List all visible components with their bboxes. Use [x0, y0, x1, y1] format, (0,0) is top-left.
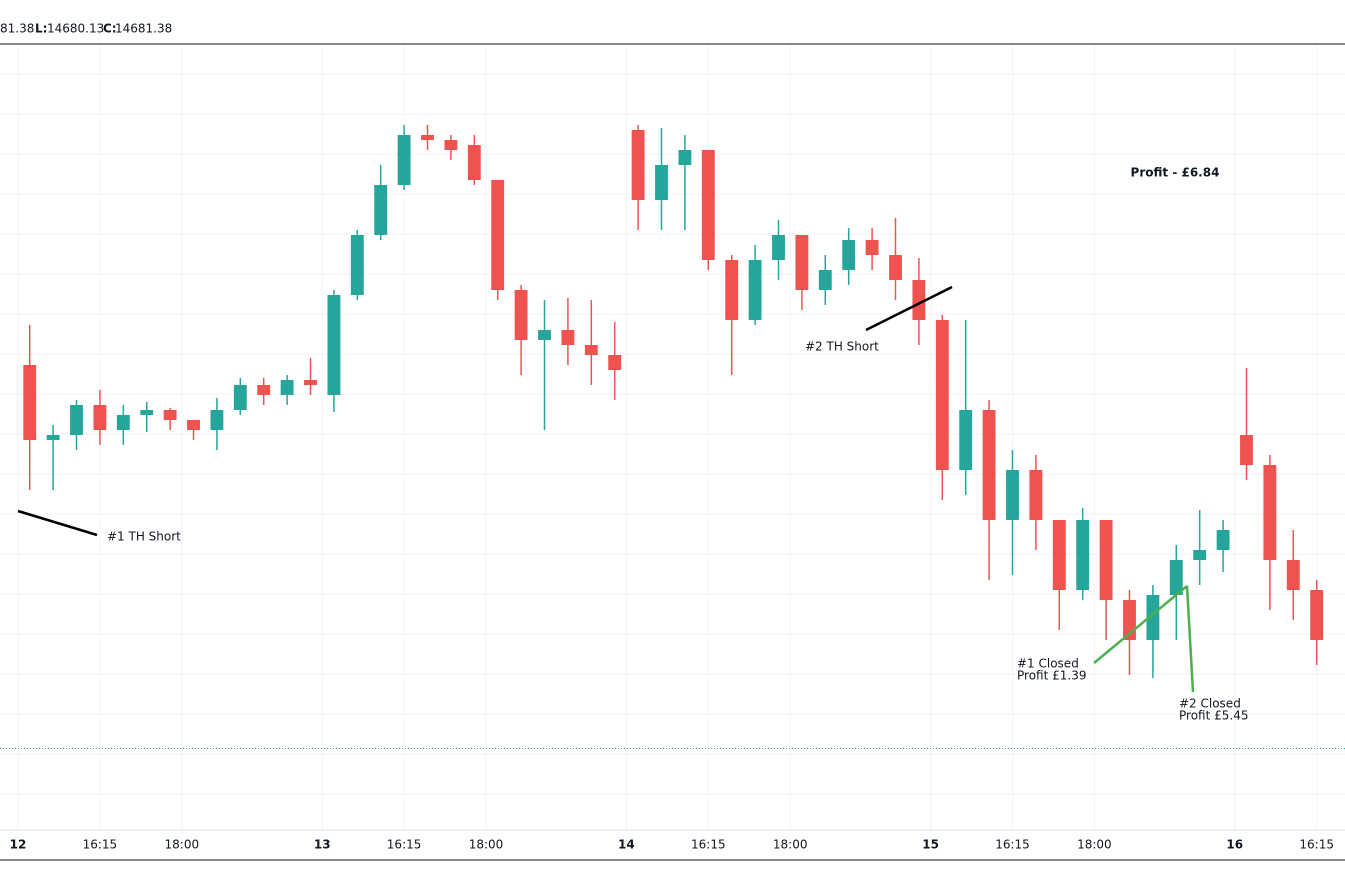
candle-body — [748, 260, 762, 320]
candle-body — [889, 255, 902, 280]
trend-line — [865, 285, 953, 332]
x-tick-label: 18:00 — [773, 838, 808, 852]
candle-body — [865, 240, 879, 255]
x-tick-label: 18:00 — [1077, 838, 1112, 852]
candle-body — [842, 240, 856, 270]
x-tick-label: 16 — [1226, 838, 1243, 852]
candle-body — [935, 320, 949, 470]
candle-body — [444, 140, 458, 150]
candle-body — [304, 380, 317, 385]
candle-body — [608, 355, 622, 370]
candle-body — [280, 380, 294, 395]
candle-body — [1006, 470, 1019, 520]
candles — [0, 125, 1345, 749]
annotation: #1 TH Short — [107, 530, 181, 544]
header-label: C: — [103, 22, 117, 36]
x-tick-label: 16:15 — [691, 838, 726, 852]
trend-line — [1185, 585, 1195, 693]
candle-body — [1146, 595, 1160, 640]
candle-body — [140, 410, 154, 415]
trend-line — [1093, 585, 1188, 664]
header-value: 14680.13 — [47, 22, 104, 36]
x-tick-label: 18:00 — [165, 838, 200, 852]
candle-body — [70, 405, 83, 435]
header-label: L: — [35, 22, 47, 36]
candle-body — [1240, 435, 1253, 465]
candle-body — [397, 135, 411, 185]
annotation: #2 TH Short — [805, 340, 879, 354]
candle-body — [350, 235, 364, 295]
candle-body — [678, 150, 692, 165]
x-tick-label: 16:15 — [387, 838, 422, 852]
x-tick-label: 12 — [10, 838, 27, 852]
candle-body — [631, 130, 645, 200]
header-value: 81.38 — [0, 22, 34, 36]
candle-body — [163, 410, 177, 420]
candle-body — [257, 385, 271, 395]
candle-body — [327, 295, 341, 395]
candle-body — [959, 410, 973, 470]
candle-body — [1216, 530, 1230, 550]
x-tick-label: 14 — [618, 838, 635, 852]
x-tick-label: 16:15 — [83, 838, 118, 852]
annotation: #1 Closed — [1017, 657, 1079, 671]
x-tick-label: 18:00 — [469, 838, 504, 852]
candle-body — [210, 410, 224, 430]
candle-body — [584, 345, 598, 355]
candle-body — [1193, 550, 1207, 560]
header-value: 14681.38 — [115, 22, 172, 36]
candle-body — [1099, 520, 1113, 600]
grid — [0, 44, 1345, 830]
candle-body — [982, 410, 996, 520]
candle-body — [725, 260, 739, 320]
x-tick-label: 16:15 — [1299, 838, 1334, 852]
labels: 12 16:15 18:00 13 16:15 18:00 14 16:15 18:00 15 16… — [0, 22, 1334, 852]
candle-body — [491, 180, 505, 290]
candle-body — [46, 435, 60, 440]
candle-body — [1310, 590, 1324, 640]
candle-body — [701, 150, 715, 260]
candle-body — [514, 290, 528, 340]
candle-body — [1052, 520, 1066, 590]
candle-body — [374, 185, 388, 235]
candle-body — [467, 145, 481, 180]
x-tick-label: 16:15 — [995, 838, 1030, 852]
candle-body — [912, 280, 926, 320]
x-tick-label: 15 — [922, 838, 939, 852]
candle-body — [23, 365, 37, 440]
trend-line — [17, 509, 98, 537]
candle-body — [93, 405, 107, 430]
candle-body — [818, 270, 832, 290]
candle-body — [561, 330, 575, 345]
candle-body — [116, 415, 130, 430]
candle-body — [655, 165, 668, 200]
candle-body — [1263, 465, 1277, 560]
annotation: Profit - £6.84 — [1131, 166, 1220, 180]
annotation: Profit £1.39 — [1017, 669, 1086, 683]
candle-body — [538, 330, 551, 340]
candle-body — [1286, 560, 1300, 590]
candle-body — [1076, 520, 1090, 590]
candle-body — [772, 235, 785, 260]
candle-body — [233, 385, 247, 410]
candle-body — [1029, 470, 1043, 520]
candle-body — [1169, 560, 1183, 595]
x-tick-label: 13 — [314, 838, 331, 852]
candle-body — [421, 135, 434, 140]
candle-body — [187, 420, 200, 430]
annotation: Profit £5.45 — [1179, 709, 1248, 723]
annotation: #2 Closed — [1179, 697, 1241, 711]
candle-body — [795, 235, 809, 290]
